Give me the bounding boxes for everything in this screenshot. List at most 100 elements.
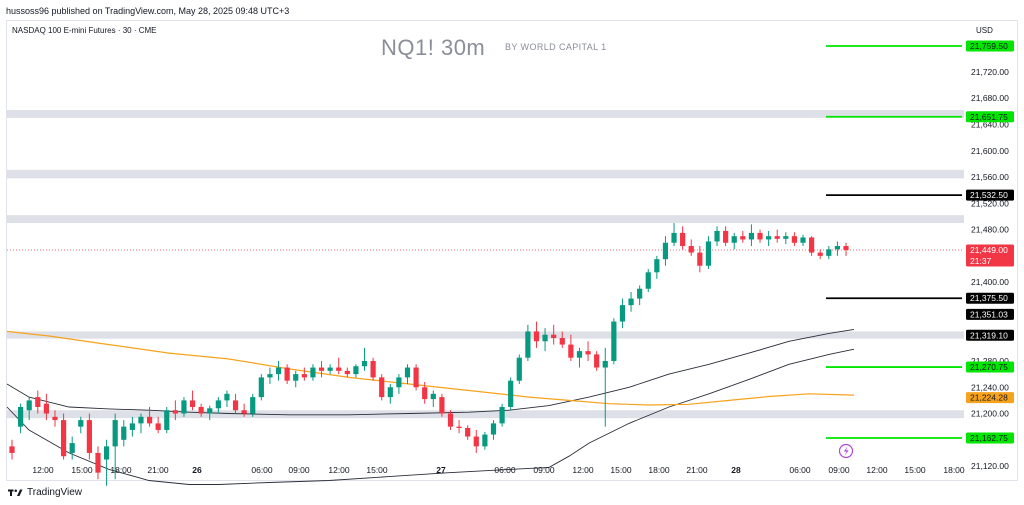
candle	[439, 393, 445, 417]
x-tick-label: 28	[731, 465, 741, 475]
candle	[473, 429, 479, 453]
candle-body	[826, 249, 832, 256]
symbol-legend[interactable]: NASDAQ 100 E-mini Futures · 30 · CME	[12, 26, 157, 35]
candle-body	[439, 397, 445, 414]
candle	[430, 390, 436, 407]
lightning-icon[interactable]	[838, 443, 854, 459]
y-tick-label: 21,600.00	[971, 146, 1009, 156]
candle-body	[112, 420, 118, 447]
candle	[559, 331, 565, 348]
currency-label[interactable]: USD	[976, 26, 993, 35]
level-tag-label: 21,532.50	[970, 190, 1008, 200]
x-tick-label: 15:00	[71, 465, 93, 475]
candle-body	[654, 259, 660, 273]
candle-body	[370, 360, 376, 378]
candle	[189, 390, 196, 411]
candle-body	[533, 331, 540, 342]
candle	[723, 226, 729, 247]
candle	[103, 439, 110, 486]
candle	[714, 226, 720, 247]
candle-body	[559, 337, 565, 345]
x-tick-label: 26	[192, 465, 202, 475]
candle	[404, 364, 411, 384]
candle	[697, 246, 703, 273]
x-tick-label: 12:00	[866, 465, 888, 475]
band-price-tag-label: 21,351.03	[970, 309, 1008, 319]
candle	[52, 410, 58, 427]
candle	[619, 298, 626, 329]
candle-body	[43, 403, 49, 414]
candle	[568, 334, 574, 361]
x-tick-label: 09:00	[828, 465, 850, 475]
candle-body	[791, 236, 798, 243]
band-price-tag-bg	[966, 308, 1014, 320]
candle	[516, 354, 522, 384]
candle	[318, 360, 325, 378]
candle-body	[181, 400, 187, 414]
candle	[671, 223, 677, 247]
x-tick-label: 09:00	[533, 465, 555, 475]
x-tick-label: 15:00	[610, 465, 632, 475]
level-tag-bg	[966, 40, 1014, 52]
candle	[387, 383, 393, 404]
candle-body	[490, 423, 497, 435]
x-tick-label: 27	[436, 465, 446, 475]
candle	[129, 416, 135, 437]
candle	[370, 357, 376, 381]
tradingview-brand[interactable]: TradingView	[8, 487, 82, 498]
candle-body	[215, 400, 221, 409]
candle	[542, 328, 548, 352]
brand-label: TradingView	[27, 487, 83, 498]
level-tag: 21,162.75	[966, 432, 1014, 444]
y-tick-label: 21,280.00	[971, 356, 1009, 366]
candle	[258, 374, 264, 401]
candle	[232, 393, 239, 414]
candle-body	[473, 436, 479, 447]
candle	[164, 406, 170, 434]
x-tick-label: 06:00	[789, 465, 811, 475]
candle	[611, 318, 617, 365]
candle-body	[129, 423, 135, 430]
candle	[602, 347, 608, 427]
candle	[791, 232, 798, 247]
level-tag-label: 21,759.50	[970, 41, 1008, 51]
candle-body	[697, 252, 703, 266]
watermark-title: NQ1! 30m	[381, 35, 486, 60]
candle-body	[353, 366, 359, 375]
candle-body	[293, 374, 299, 381]
candle-body	[413, 367, 419, 388]
candle	[551, 324, 557, 345]
candle	[69, 436, 75, 460]
y-tick-label: 21,240.00	[971, 382, 1009, 392]
candle	[774, 229, 780, 243]
candle-body	[834, 246, 841, 250]
zone-band	[7, 410, 964, 419]
x-tick-label: 18:00	[110, 465, 132, 475]
candle	[353, 364, 359, 378]
candle	[327, 364, 333, 375]
candle	[121, 420, 127, 447]
candle	[361, 347, 368, 371]
y-tick-label: 21,680.00	[971, 93, 1009, 103]
zone-layer	[7, 110, 964, 419]
band-price-tag-label: 21,319.10	[970, 330, 1008, 340]
candle-body	[817, 252, 823, 256]
y-tick-label: 21,720.00	[971, 67, 1009, 77]
candle-body	[361, 360, 368, 367]
candle	[181, 397, 187, 417]
candle	[654, 255, 660, 279]
candle-body	[155, 423, 161, 430]
zone-band	[7, 110, 964, 118]
y-tick-label: 21,560.00	[971, 172, 1009, 182]
candle	[594, 351, 600, 371]
candle-layer	[9, 223, 849, 486]
candle	[9, 439, 15, 460]
candle-body	[387, 387, 393, 398]
candle-body	[568, 344, 574, 358]
candle-body	[69, 443, 75, 453]
last-price-tag-label: 21,449.00	[970, 245, 1008, 255]
y-tick-label: 21,640.00	[971, 119, 1009, 129]
candle-body	[232, 400, 239, 411]
